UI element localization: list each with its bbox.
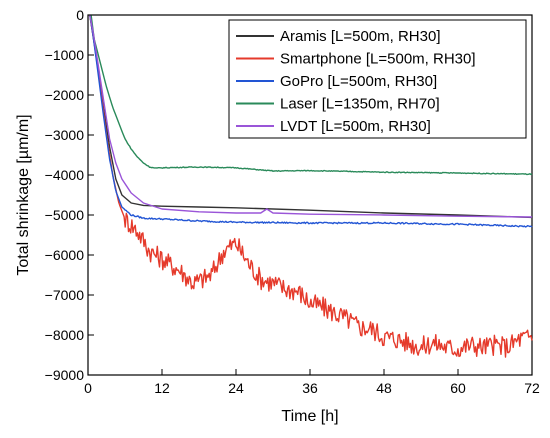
y-axis-label: Total shrinkage [µm/m]	[15, 114, 32, 275]
x-tick-label: 24	[228, 380, 244, 396]
y-tick-label: −1000	[45, 47, 85, 63]
y-tick-label: −4000	[45, 167, 85, 183]
y-tick-label: −9000	[45, 367, 85, 383]
x-axis-label: Time [h]	[281, 408, 338, 425]
x-tick-label: 60	[450, 380, 466, 396]
legend-entry: LVDT [L=500m, RH30]	[280, 118, 431, 135]
x-tick-label: 36	[302, 380, 318, 396]
x-tick-label: 12	[154, 380, 170, 396]
ticks-layer: 0 12 24 36 48 60 72 0 −1000 −2000 −3000 −4000 −5000 −…	[45, 7, 540, 396]
series-layer	[89, 14, 533, 358]
legend-entry: Aramis [L=500m, RH30]	[280, 28, 440, 45]
y-tick-label: −8000	[45, 327, 85, 343]
legend: Aramis [L=500m, RH30] Smartphone [L=500m,…	[228, 19, 527, 139]
x-tick-label: 0	[84, 380, 92, 396]
y-tick-label: −3000	[45, 127, 85, 143]
y-tick-label: −2000	[45, 87, 85, 103]
x-tick-label: 72	[524, 380, 540, 396]
legend-box	[228, 19, 527, 139]
series-line	[89, 14, 533, 228]
y-tick-label: −7000	[45, 287, 85, 303]
y-tick-label: −6000	[45, 247, 85, 263]
series-line	[89, 14, 533, 218]
series-line	[90, 14, 533, 176]
y-tick-label: 0	[76, 7, 84, 23]
legend-entry: Laser [L=1350m, RH70]	[280, 96, 440, 113]
y-tick-label: −5000	[45, 207, 85, 223]
series-line	[89, 14, 533, 358]
legend-entry: Smartphone [L=500m, RH30]	[280, 51, 476, 68]
legend-entry: GoPro [L=500m, RH30]	[280, 73, 437, 90]
x-tick-label: 48	[376, 380, 392, 396]
